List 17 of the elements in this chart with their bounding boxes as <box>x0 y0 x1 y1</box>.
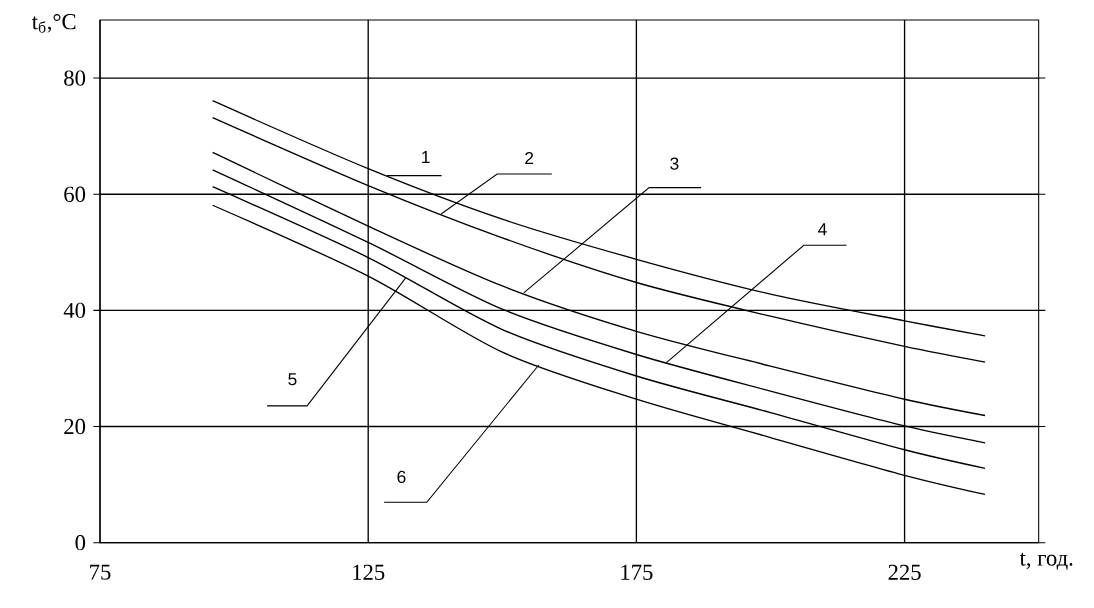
annotation: 1 <box>422 151 430 163</box>
x-tick-label: 125 <box>353 564 385 580</box>
annotation: 3 <box>670 157 679 170</box>
x-tick-label: 225 <box>888 564 921 580</box>
y-tick-label: 60 <box>64 186 86 202</box>
annotation: 2 <box>525 151 534 165</box>
y-tick-label: 0 <box>75 535 86 551</box>
y-axis-title: t$_{б}$,°C <box>31 14 76 33</box>
annotation: 5 <box>288 373 297 386</box>
annotation: 4 <box>818 223 827 236</box>
y-tick-label: 40 <box>63 302 86 319</box>
y-tick-label: 20 <box>64 418 86 435</box>
x-tick-label: 175 <box>621 564 653 580</box>
x-axis-title: t, год. <box>1019 552 1073 570</box>
x-tick-label: 75 <box>90 564 111 580</box>
y-tick-label: 80 <box>64 70 86 86</box>
annotation: 6 <box>397 470 406 484</box>
